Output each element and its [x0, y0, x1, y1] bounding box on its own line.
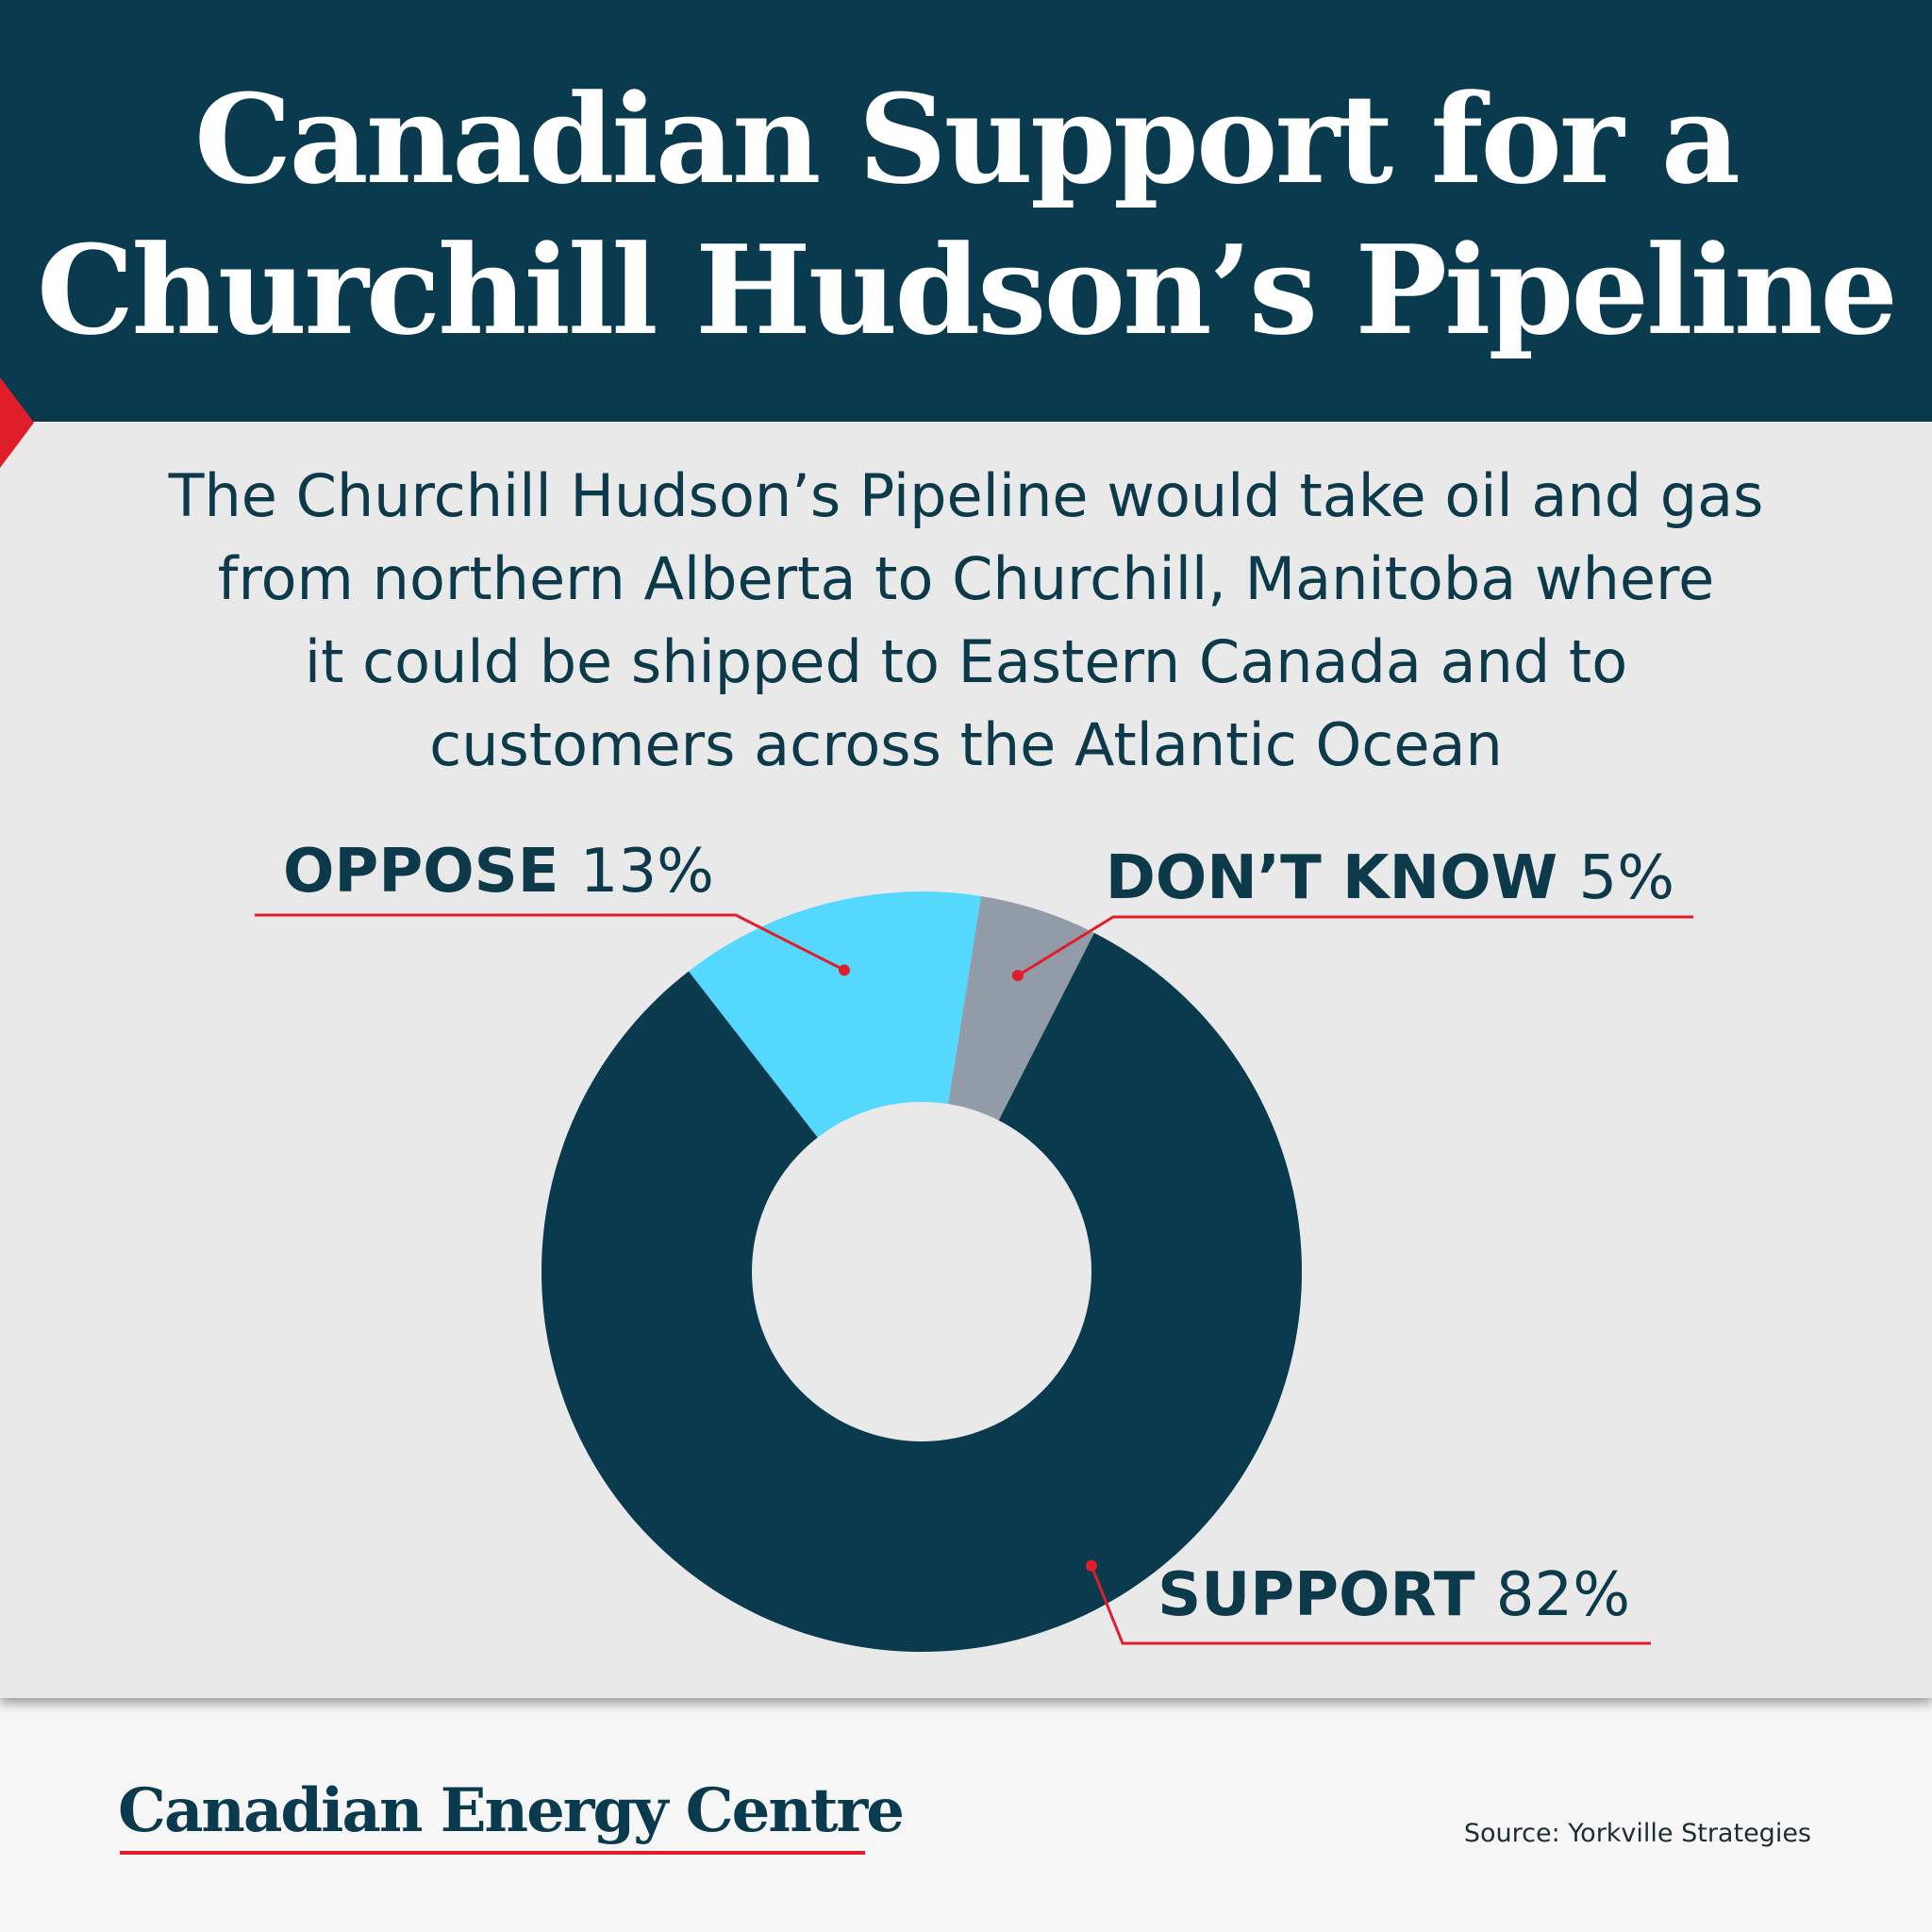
slice-label-name: OPPOSE [283, 837, 580, 907]
leader-line [1090, 1565, 1651, 1645]
description-line-2: from northern Alberta to Churchill, Mani… [217, 544, 1715, 613]
title-line-1: Canadian Support for a [193, 66, 1740, 211]
source-note: Source: Yorkville Strategies [1463, 1819, 1811, 1848]
chart-description: The Churchill Hudson’s Pipeline would ta… [132, 455, 1800, 787]
brand-logo: Canadian Energy Centre [118, 1775, 905, 1846]
title-line-2: Churchill Hudson’s Pipeline [36, 217, 1898, 362]
description-line-3: it could be shipped to Eastern Canada an… [304, 627, 1628, 696]
slice-label-name: DON’T KNOW [1106, 843, 1579, 913]
leader-line [255, 913, 845, 972]
brand-underline [120, 1851, 865, 1855]
leader-dot [838, 964, 850, 976]
slice-label-value: 5% [1578, 843, 1674, 913]
leader-line [1017, 915, 1693, 977]
slice-label: SUPPORT 82% [1158, 1560, 1630, 1630]
leader-lines [255, 913, 1693, 1645]
slice-label-value: 13% [580, 837, 714, 907]
leader-dot [1086, 1559, 1097, 1572]
description-line-1: The Churchill Hudson’s Pipeline would ta… [168, 461, 1764, 530]
page-title: Canadian Support for a Churchill Hudson’… [36, 57, 1898, 366]
description-line-4: customers across the Atlantic Ocean [429, 710, 1503, 779]
leader-dot [1011, 970, 1024, 982]
slice-label-name: SUPPORT [1158, 1560, 1496, 1630]
slice-label-value: 82% [1496, 1560, 1630, 1630]
slice-label: DON’T KNOW 5% [1106, 843, 1674, 913]
slice-labels: OPPOSE 13% DON’T KNOW 5% SUPPORT 82% [283, 837, 1674, 1630]
corner-accent-mark [0, 377, 34, 468]
header-banner: Canadian Support for a Churchill Hudson’… [0, 0, 1932, 422]
slice-label: OPPOSE 13% [283, 837, 714, 907]
donut-hole [752, 1102, 1091, 1441]
